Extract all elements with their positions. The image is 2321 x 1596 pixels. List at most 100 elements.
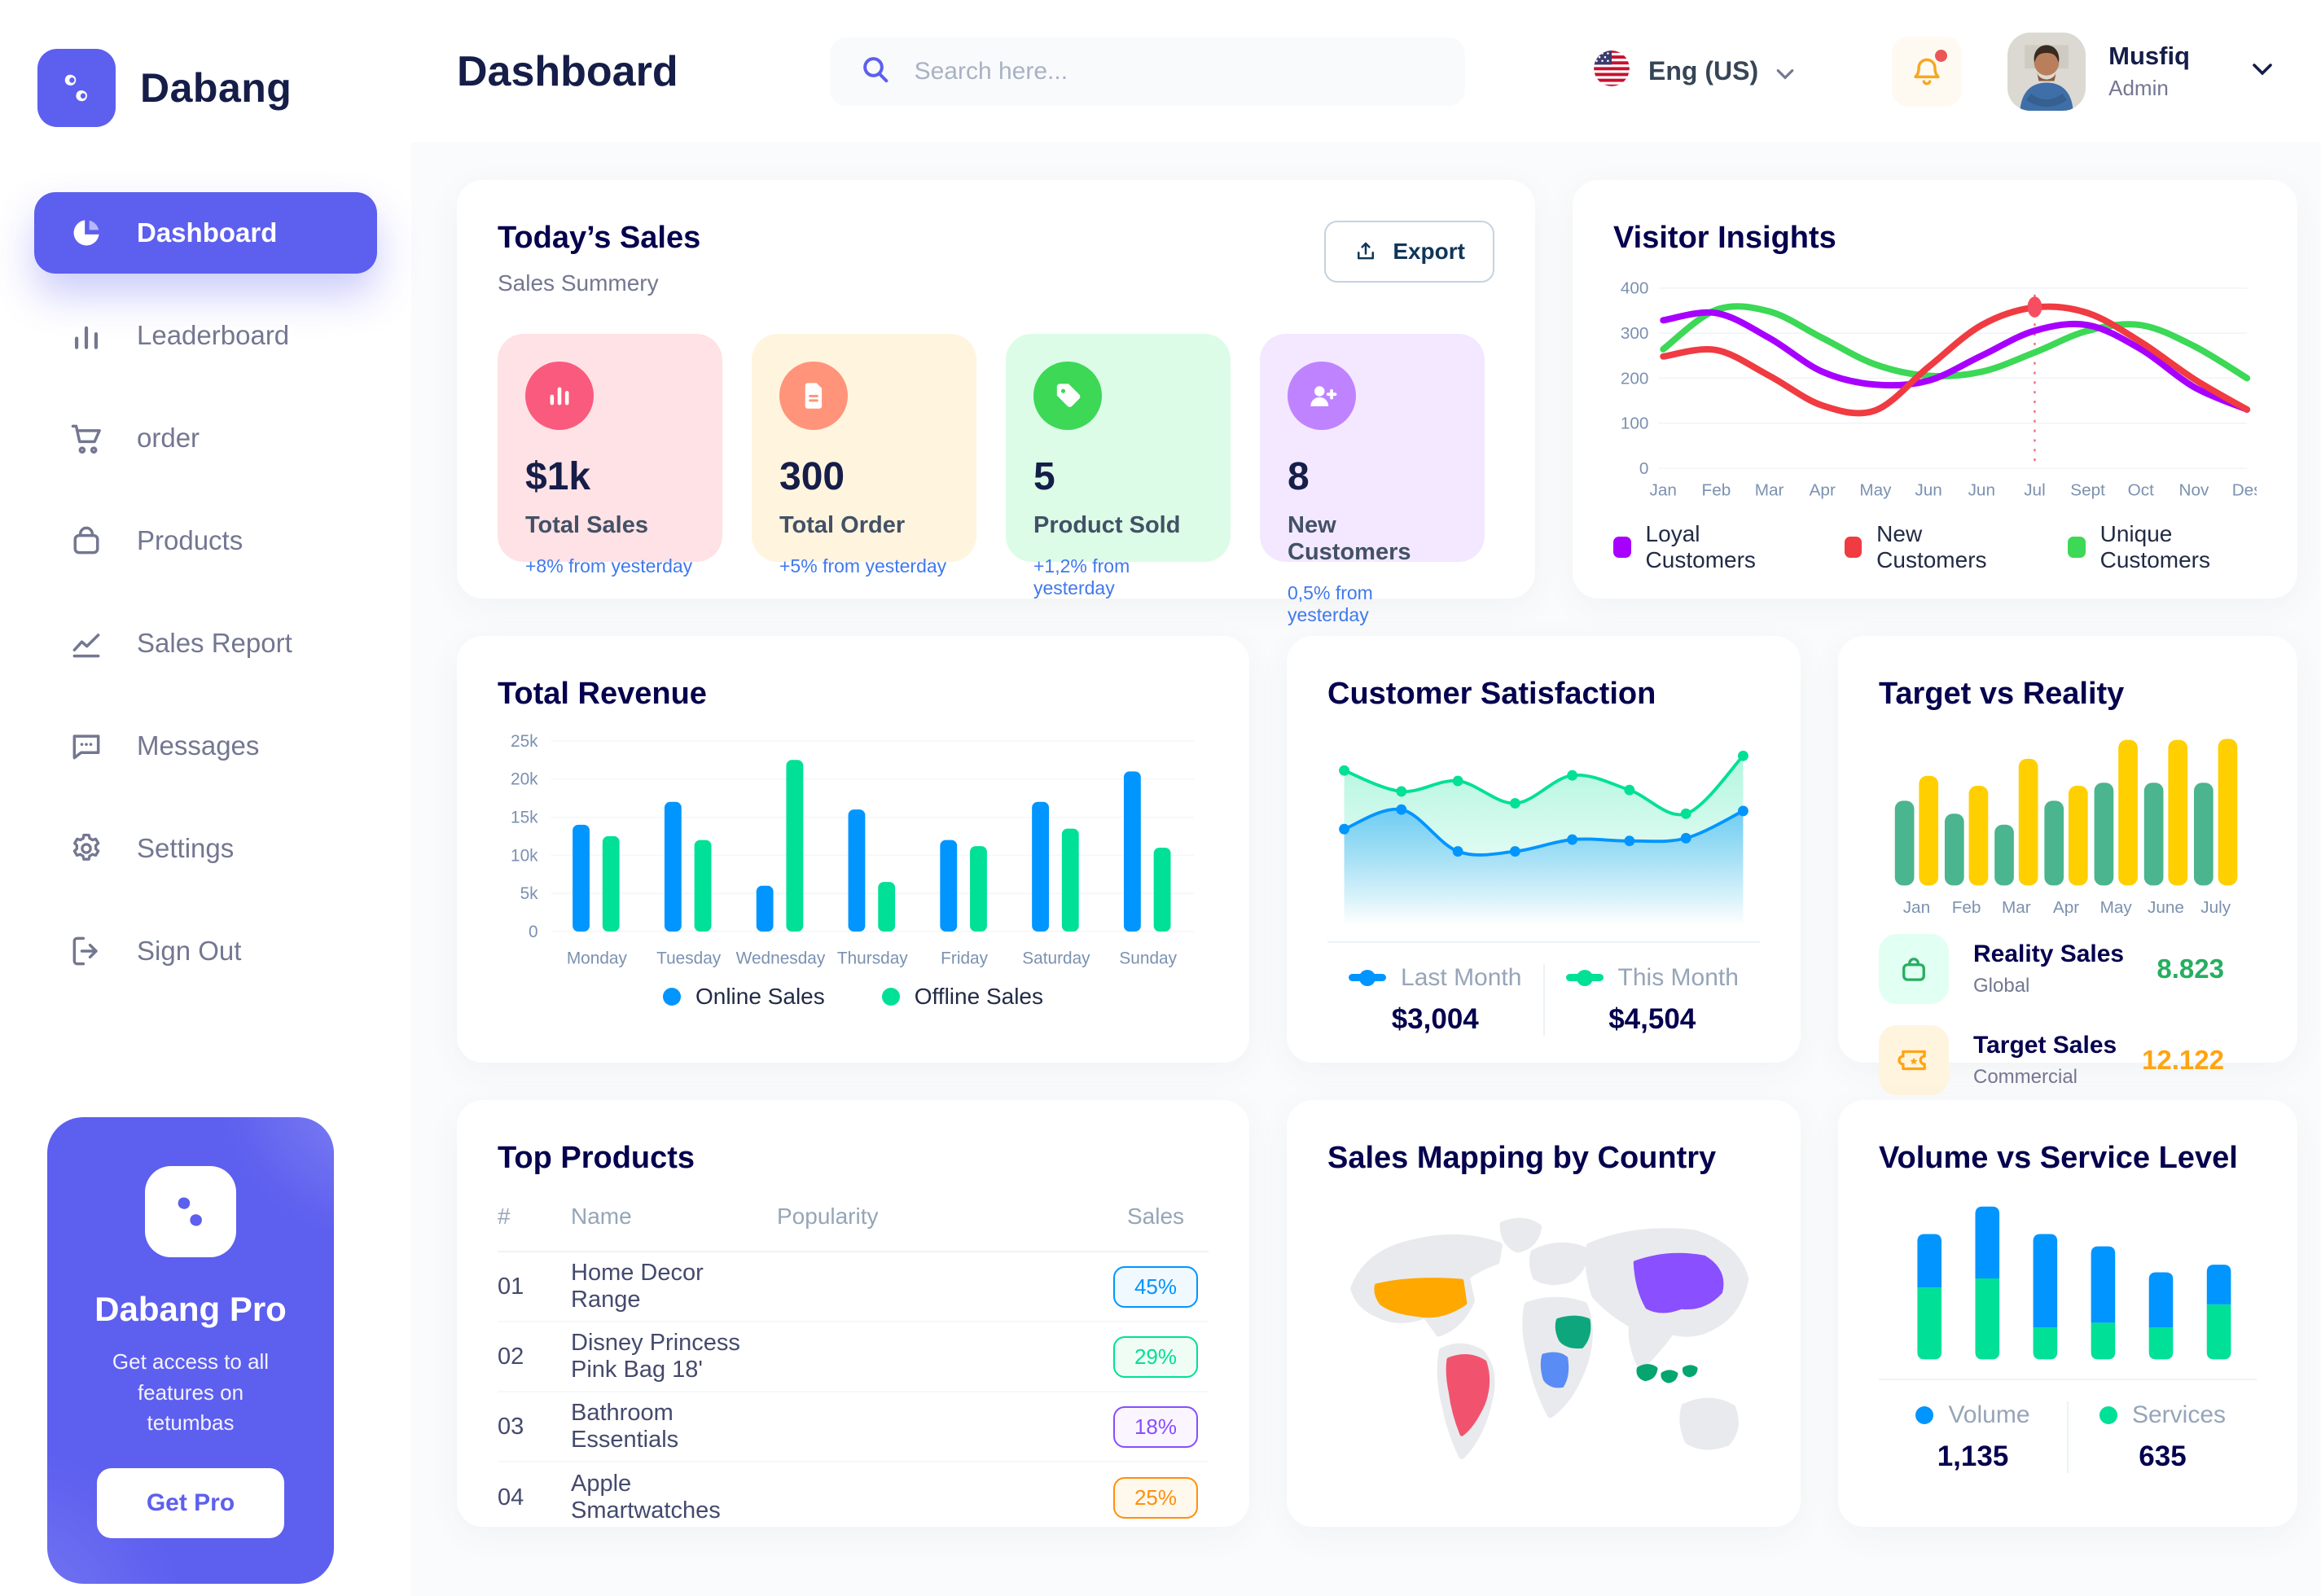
volume-dot-icon	[1915, 1406, 1934, 1425]
cart-icon	[68, 420, 104, 456]
legend-label: Online Sales	[695, 983, 825, 1009]
stat-label: New Customers	[1288, 512, 1411, 565]
last-month-value: $3,004	[1391, 1002, 1479, 1035]
row-3: Top Products # Name Popularity Sales 01 …	[457, 1100, 2297, 1527]
stat-card-total-order: 300 Total Order +5% from yesterday	[752, 334, 976, 577]
svg-text:Jul: Jul	[2024, 481, 2046, 500]
sidebar-item-messages[interactable]: Messages	[34, 705, 377, 787]
svg-text:Mar: Mar	[2002, 898, 2031, 917]
product-row-04: 04 Apple Smartwatches 25%	[498, 1462, 1209, 1532]
country-saudi-arabia	[1555, 1315, 1591, 1349]
dashboard-content: Today’s Sales Sales Summery Export $1k T…	[411, 142, 2321, 1527]
svg-text:May: May	[2100, 898, 2133, 917]
stat-value: 5	[1033, 455, 1055, 498]
user-info: Musfiq Admin	[2108, 42, 2190, 101]
stat-value: 300	[779, 455, 845, 498]
legend-online-sales: Online Sales	[662, 983, 825, 1010]
svg-text:Wednesday: Wednesday	[736, 949, 826, 968]
legend-swatch	[1844, 537, 1863, 559]
todays-sales-subtitle: Sales Summery	[498, 270, 659, 296]
product-row-02: 02 Disney Princess Pink Bag 18' 29%	[498, 1322, 1209, 1392]
get-pro-button[interactable]: Get Pro	[97, 1468, 284, 1539]
notification-badge	[1935, 49, 1948, 62]
language-label: Eng (US)	[1648, 56, 1759, 86]
sidebar-item-dashboard[interactable]: Dashboard	[34, 192, 377, 274]
svg-text:Apr: Apr	[1810, 481, 1836, 500]
notifications-button[interactable]	[1892, 36, 1963, 107]
volume-value: 1,135	[1937, 1440, 2009, 1473]
svg-text:Sunday: Sunday	[1119, 949, 1177, 968]
pro-subtitle: Get access to all features on tetumbas	[112, 1349, 270, 1436]
customer-satisfaction-legend: Last Month $3,004 This Month $4,504	[1327, 940, 1760, 1036]
stat-delta: +5% from yesterday	[779, 555, 947, 577]
visitor-insights-legend: Loyal Customers New Customers Unique Custo…	[1613, 521, 2257, 573]
legend-offline-sales: Offline Sales	[881, 984, 1043, 1010]
bar-chart-icon	[68, 318, 104, 353]
stat-order-icon	[779, 362, 848, 430]
customer-satisfaction-title: Customer Satisfaction	[1327, 677, 1656, 711]
product-sales: 45%	[1103, 1265, 1209, 1308]
topbar: Dashboard Eng (US)	[411, 0, 2321, 142]
pro-upsell-card: Dabang Pro Get access to all features on…	[47, 1117, 334, 1584]
reality-sales-sublabel: Global	[1973, 974, 2030, 997]
sidebar-item-order[interactable]: order	[34, 397, 377, 479]
customer-satisfaction-chart	[1327, 723, 1760, 930]
pro-logo-icon	[145, 1166, 236, 1257]
legend-swatch	[2068, 537, 2086, 559]
avatar	[2007, 32, 2086, 111]
total-revenue-chart: 0 5k 10k 15k 20k 25k Monday Tuesday Wednesday Thu…	[498, 728, 1209, 976]
country-brazil	[1446, 1354, 1490, 1436]
pie-chart-icon	[68, 215, 104, 251]
services-value: 635	[2139, 1440, 2187, 1473]
language-selector[interactable]: Eng (US)	[1593, 50, 1794, 94]
sidebar-item-leaderboard[interactable]: Leaderboard	[34, 295, 377, 376]
sidebar-item-products[interactable]: Products	[34, 500, 377, 581]
bag-icon	[1879, 933, 1949, 1004]
sidebar-item-label: Leaderboard	[137, 320, 290, 350]
country-usa	[1374, 1278, 1468, 1318]
target-vs-reality-chart: Jan Feb Mar Apr May June July	[1879, 720, 2257, 919]
target-sales-sublabel: Commercial	[1973, 1065, 2078, 1088]
bag-icon	[68, 523, 104, 559]
target-vs-reality-legend: Reality Sales Global 8.823 Target Sales	[1879, 933, 2257, 1095]
sign-out-icon	[68, 933, 104, 969]
app-logo: Dabang	[37, 49, 377, 127]
stat-label: Total Sales	[525, 512, 648, 538]
col-sales: Sales	[1126, 1204, 1185, 1229]
sidebar-item-settings[interactable]: Settings	[34, 808, 377, 889]
col-index: #	[498, 1204, 511, 1229]
sidebar-item-sign-out[interactable]: Sign Out	[34, 910, 377, 992]
user-menu[interactable]: Musfiq Admin	[2007, 32, 2273, 111]
svg-text:400: 400	[1621, 279, 1649, 298]
export-button[interactable]: Export	[1324, 221, 1494, 283]
sidebar-item-sales-report[interactable]: Sales Report	[34, 603, 377, 684]
legend-new-customers: New Customers	[1844, 521, 2011, 573]
gear-icon	[68, 831, 104, 866]
product-index: 04	[498, 1484, 524, 1510]
ticket-icon	[1879, 1024, 1949, 1095]
stat-delta: +8% from yesterday	[525, 555, 693, 577]
svg-text:Saturday: Saturday	[1022, 949, 1090, 968]
stat-card-total-sales: $1k Total Sales +8% from yesterday	[498, 334, 722, 577]
sidebar-nav: Dashboard Leaderboard order Products Sales R…	[34, 192, 377, 992]
volume-label: Volume	[1948, 1401, 2030, 1429]
land-europe	[1529, 1242, 1590, 1286]
stat-tag-icon	[1033, 362, 1102, 430]
svg-text:Jan: Jan	[1903, 898, 1930, 917]
svg-text:Feb: Feb	[1952, 898, 1981, 917]
stat-card-product-sold: 5 Product Sold +1,2% from yesterday	[1006, 334, 1231, 598]
total-revenue-card: Total Revenue 0 5k 10k 15k 20k 25k Monday Tuesd…	[457, 636, 1249, 1063]
legend-unique-customers: Unique Customers	[2068, 521, 2257, 573]
sidebar: Dabang Dashboard Leaderboard order Products…	[0, 0, 411, 1596]
stat-user-plus-icon	[1288, 362, 1356, 430]
total-revenue-legend: Online Sales Offline Sales	[498, 984, 1209, 1010]
svg-text:Mar: Mar	[1755, 481, 1784, 500]
legend-label: Loyal Customers	[1645, 521, 1756, 573]
chevron-down-icon	[1776, 56, 1794, 86]
volume-vs-service-chart	[1879, 1194, 2257, 1367]
svg-text:Jun: Jun	[1915, 481, 1941, 500]
stat-card-new-customers: 8 New Customers 0,5% from yesterday	[1260, 334, 1485, 625]
reality-sales-label: Reality Sales	[1973, 940, 2125, 967]
search-input[interactable]	[912, 56, 1436, 86]
svg-text:15k: 15k	[511, 808, 538, 826]
